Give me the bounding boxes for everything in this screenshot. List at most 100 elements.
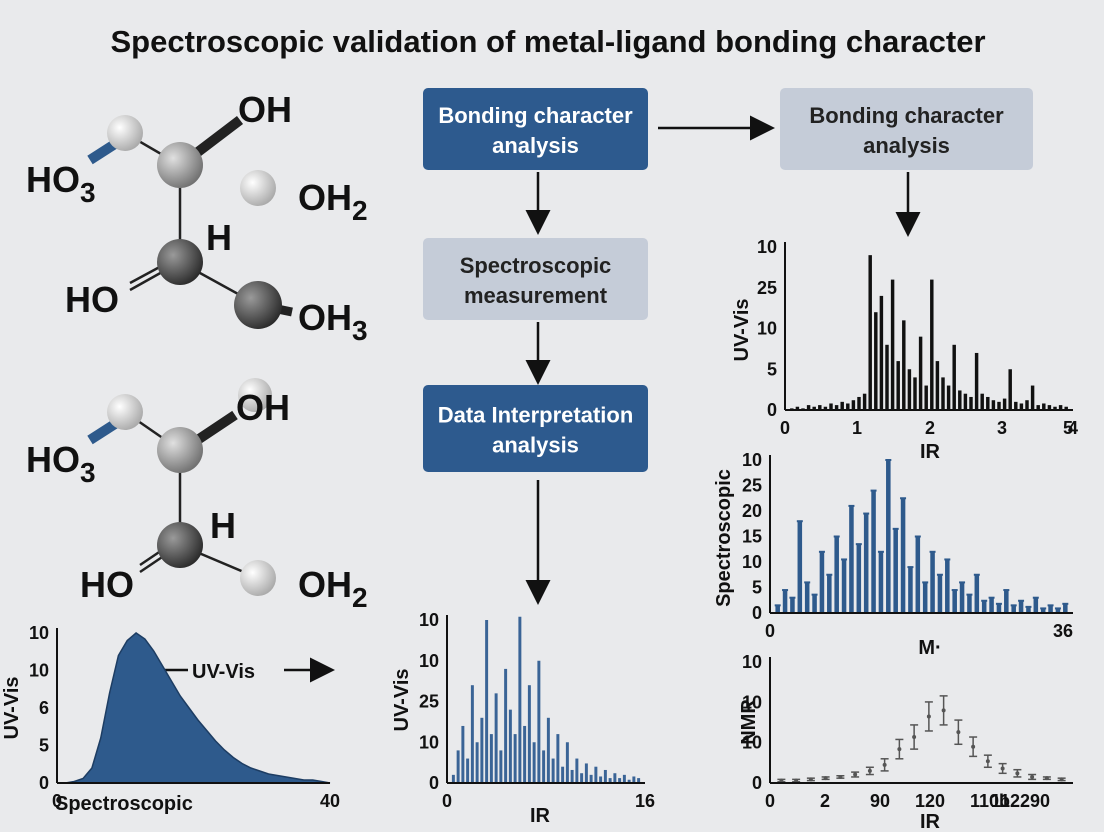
y-tick-label: 25: [742, 476, 762, 496]
spike: [1014, 401, 1018, 410]
point: [1000, 766, 1005, 771]
spike: [937, 574, 943, 613]
spike: [974, 352, 979, 410]
spike: [608, 778, 612, 783]
spike: [575, 758, 579, 783]
spike: [829, 403, 833, 410]
spike: [967, 594, 972, 613]
x-tick-label: 0: [780, 418, 790, 438]
spike: [946, 385, 951, 410]
spike: [1042, 403, 1046, 410]
spike: [941, 377, 945, 410]
molecule-bottom: [87, 378, 276, 596]
point: [1059, 777, 1064, 782]
point: [985, 759, 990, 764]
spike: [613, 773, 617, 783]
y-tick-label: 5: [752, 578, 762, 598]
atom-text: H: [210, 505, 236, 546]
flow-box-text: Bonding character: [438, 103, 633, 128]
y-tick-label: 10: [419, 610, 439, 630]
chart: 10 10 6 5 00 40 Spectroscopic UV-Vis UV-Vis: [1, 623, 340, 815]
point: [956, 730, 961, 735]
spike: [1008, 369, 1012, 410]
spike: [997, 401, 1001, 410]
x-tick-label: 5: [1063, 418, 1073, 438]
spike: [542, 750, 546, 783]
spike: [804, 582, 810, 613]
annotation-bg: [188, 656, 284, 684]
y-tick-label: 5: [767, 359, 777, 379]
spike: [935, 361, 940, 410]
spike: [451, 774, 455, 783]
atom-subscript: 2: [352, 582, 368, 613]
spike: [980, 393, 984, 410]
x-tick-label: 2: [925, 418, 935, 438]
spike: [537, 660, 541, 783]
x-tick-label: 90: [870, 791, 890, 811]
spike: [570, 769, 574, 783]
spike: [885, 344, 889, 410]
spike: [896, 361, 900, 410]
flow-box-text: measurement: [464, 283, 608, 308]
spike: [893, 528, 898, 613]
flow-box-text: analysis: [492, 133, 579, 158]
y-tick-label: 6: [39, 698, 49, 718]
y-tick-label: 10: [742, 733, 762, 753]
spike: [1026, 606, 1031, 613]
point: [1030, 774, 1035, 779]
spike: [823, 406, 828, 410]
spike: [532, 742, 536, 783]
atom-label: OH2: [298, 564, 368, 613]
x-tick-label: 120: [915, 791, 945, 811]
atom-label: HO3: [26, 159, 96, 208]
spike: [466, 758, 470, 783]
spike: [1018, 600, 1024, 613]
spike: [461, 725, 465, 783]
spike: [565, 742, 569, 783]
atom-label: HO: [80, 564, 134, 605]
atom-text: OH: [298, 564, 352, 605]
spike: [1047, 405, 1052, 410]
point: [1015, 771, 1020, 776]
y-tick-label: 0: [752, 773, 762, 793]
spike: [475, 742, 479, 783]
x-axis-label: M·: [918, 637, 941, 659]
point: [838, 774, 843, 779]
annotation: UV-Vis: [192, 661, 255, 683]
spike: [1053, 406, 1057, 410]
spike: [1040, 608, 1046, 613]
spike: [981, 600, 987, 613]
spike: [489, 734, 493, 783]
spike: [556, 734, 560, 783]
spike: [580, 773, 584, 783]
spike: [986, 396, 990, 410]
y-tick-label: 10: [757, 319, 777, 339]
spike: [618, 778, 622, 783]
y-tick-label: 10: [419, 732, 439, 752]
spike: [1033, 597, 1039, 613]
point: [823, 776, 828, 781]
spike: [900, 498, 906, 613]
x-tick-label: 36: [1053, 621, 1073, 641]
x-tick-label: 0: [765, 621, 775, 641]
atom-subscript: 3: [80, 457, 96, 488]
spike: [989, 597, 994, 613]
y-tick-label: 10: [742, 552, 762, 572]
spike: [930, 551, 935, 613]
y-axis-label: UV-Vis: [731, 299, 753, 362]
atom-text: OH: [238, 89, 292, 130]
spike: [812, 406, 816, 410]
x-tick-label: 3: [997, 418, 1007, 438]
spike: [518, 616, 522, 783]
spike: [846, 403, 850, 410]
y-tick-label: 10: [742, 692, 762, 712]
spike: [841, 559, 847, 613]
y-tick-label: 0: [39, 773, 49, 793]
spike: [974, 574, 980, 613]
point: [882, 762, 887, 767]
spike: [499, 750, 503, 783]
spike: [856, 544, 862, 613]
spike: [991, 400, 996, 410]
spike: [795, 406, 800, 410]
